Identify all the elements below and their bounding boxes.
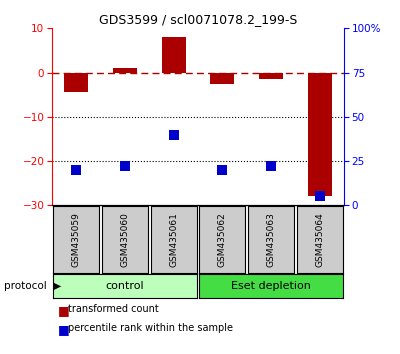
Text: GSM435063: GSM435063 [266,212,276,267]
Point [122,164,128,169]
Bar [113,68,137,73]
Point [316,194,323,199]
Text: GSM435060: GSM435060 [120,212,130,267]
Text: transformed count: transformed count [68,304,159,314]
Text: Eset depletion: Eset depletion [231,281,311,291]
Text: protocol  ▶: protocol ▶ [4,281,61,291]
Bar [308,73,332,196]
Text: control: control [106,281,144,291]
Bar [162,37,186,73]
Bar [210,73,234,84]
Point [170,132,177,137]
Point [268,164,274,169]
Point [73,167,80,173]
Text: GSM435061: GSM435061 [169,212,178,267]
Text: GSM435062: GSM435062 [218,212,227,267]
Text: GSM435064: GSM435064 [315,212,324,267]
Text: GSM435059: GSM435059 [72,212,81,267]
Text: percentile rank within the sample: percentile rank within the sample [68,323,233,333]
Text: ■: ■ [58,304,70,317]
Bar [64,73,88,92]
Title: GDS3599 / scl0071078.2_199-S: GDS3599 / scl0071078.2_199-S [99,13,297,26]
Text: ■: ■ [58,323,70,336]
Point [219,167,226,173]
Bar [259,73,283,79]
